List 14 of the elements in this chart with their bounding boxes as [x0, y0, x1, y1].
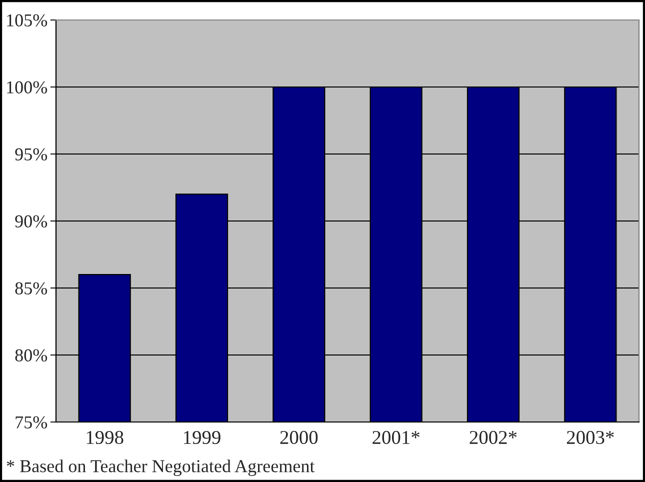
text: * Based on Teacher Negotiated Agreement	[6, 460, 315, 476]
x-tick-label: 2000	[280, 430, 318, 444]
y-tick-label: 85%	[15, 282, 48, 294]
y-tick-label: 95%	[15, 148, 48, 160]
y-tick-label: 75%	[16, 416, 48, 428]
y-tick-label: 105%	[7, 14, 48, 26]
y-tick-label: 100%	[7, 81, 48, 94]
y-tick-label: 90%	[15, 215, 48, 228]
x-tick-label: 2003*	[566, 430, 614, 444]
x-tick-label: 1998	[86, 430, 124, 444]
x-tick-label: 2002*	[470, 430, 517, 444]
y-tick-label: 80%	[15, 349, 48, 362]
x-tick-label: 1999	[184, 430, 220, 444]
x-tick-label: 2001*	[372, 430, 420, 444]
